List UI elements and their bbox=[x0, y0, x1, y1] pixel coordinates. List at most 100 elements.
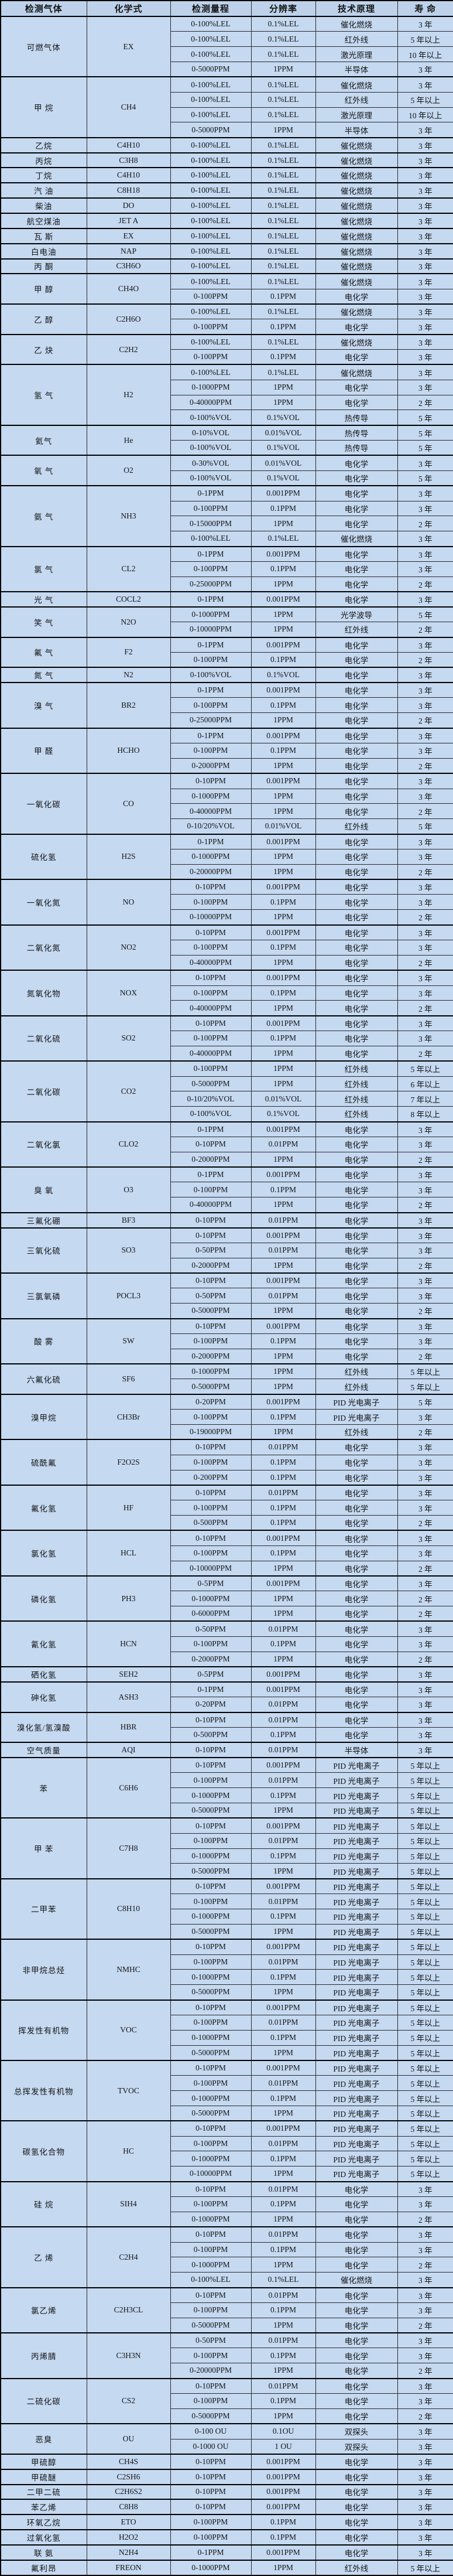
lifespan-cell: 3 年 bbox=[397, 349, 453, 365]
lifespan-cell: 3 年 bbox=[397, 379, 453, 395]
table-row: 二氧化硫 SO2 0-10PPM 0.001PPM 电化学 3 年 bbox=[0, 1015, 453, 1062]
table-row: 六氟化硫 SF6 0-1000PPM 1PPM 红外线 5 年以上 bbox=[0, 1363, 453, 1395]
lifespan-cell: 3 年 bbox=[397, 76, 453, 93]
gas-name-cell: 三氧化硫 bbox=[0, 1227, 87, 1274]
lifespan-cell: 3 年 bbox=[397, 2196, 453, 2212]
range-cell: 0-5000PPM bbox=[170, 1984, 252, 2001]
principle-cell: 电化学 bbox=[315, 1591, 398, 1607]
formula-cell: SEH2 bbox=[86, 1666, 171, 1683]
principle-cell: PID 光电离子 bbox=[315, 2045, 398, 2061]
gas-name-cell: 六氟化硫 bbox=[0, 1363, 87, 1395]
table-row: 0-100PPM 0.1PPM 电化学 3 年 bbox=[1, 2196, 453, 2212]
principle-cell: PID 光电离子 bbox=[315, 1878, 398, 1895]
gas-name-cell: 丙烯腈 bbox=[0, 2332, 87, 2379]
table-row: 苯 C6H6 0-10PPM 0.001PPM PID 光电离子 5 年以上 bbox=[0, 1757, 453, 1818]
range-cell: 0-20000PPM bbox=[170, 2363, 252, 2379]
range-cell: 0-100PPM bbox=[170, 2302, 252, 2318]
table-row: 丙烷 C3H8 0-100%LEL 0.1%LEL 催化燃烧 3 年 bbox=[0, 152, 453, 168]
range-cell: 0-10PPM bbox=[170, 924, 252, 940]
principle-cell: PID 光电离子 bbox=[315, 2105, 398, 2121]
table-row: 氨 气 NH3 0-1PPM 0.001PPM 电化学 3 年 bbox=[0, 485, 453, 547]
range-cell: 0-1PPM bbox=[170, 1166, 252, 1183]
range-cell: 0-100%LEL bbox=[170, 273, 252, 289]
resolution-cell: 0.01PPM bbox=[250, 1136, 316, 1152]
resolution-cell: 0.001PPM bbox=[250, 1272, 316, 1289]
table-row: 0-100PPM 0.1PPM 电化学 3 年 bbox=[1, 561, 453, 577]
lifespan-cell: 2 年 bbox=[397, 516, 453, 532]
lifespan-cell: 3 年 bbox=[397, 667, 453, 683]
table-row: 0-100PPM 0.1PPM 电化学 3 年 bbox=[1, 2393, 453, 2409]
range-cell: 0-1000PPM bbox=[170, 1908, 252, 1925]
table-row: 0-40000PPM 1PPM 电化学 2 年 bbox=[1, 954, 453, 971]
principle-cell: 电化学 bbox=[315, 727, 398, 743]
table-row: 0-10/20%VOL 0.01%VOL 红外线 7 年以上 bbox=[1, 1091, 453, 1107]
gas-name-cell: 三氯氧磷 bbox=[0, 1272, 87, 1319]
range-cell: 0-1000PPM bbox=[170, 1787, 252, 1804]
range-cell: 0-100PPM bbox=[170, 2196, 252, 2212]
gas-name-cell: 氟 气 bbox=[0, 636, 87, 668]
table-row: 0-100%VOL 0.1%VOL 红外线 8 年以上 bbox=[1, 1106, 453, 1122]
range-cell: 0-100%LEL bbox=[170, 46, 252, 63]
table-row: 苯乙烯 C8H8 0-10PPM 0.001PPM 电化学 3 年 bbox=[0, 2499, 453, 2515]
resolution-cell: 0.1PPM bbox=[250, 2393, 316, 2409]
table-row: 三氯氧磷 POCL3 0-10PPM 0.001PPM 电化学 3 年 bbox=[0, 1272, 453, 1319]
range-cell: 0-40000PPM bbox=[170, 803, 252, 820]
lifespan-cell: 5 年以上 bbox=[397, 2029, 453, 2046]
range-cell: 0-100%LEL bbox=[170, 167, 252, 183]
table-row: 总挥发性有机物 TVOC 0-10PPM 0.001PPM PID 光电离子 5 年以上 bbox=[0, 2059, 453, 2121]
gas-name-cell: 硫酰氟 bbox=[0, 1439, 87, 1486]
range-cell: 0-1PPM bbox=[170, 727, 252, 743]
resolution-cell: 0.01PPM bbox=[250, 1697, 316, 1712]
gas-name-cell: 二硫化碳 bbox=[0, 2377, 87, 2424]
resolution-cell: 0.1%LEL bbox=[250, 107, 316, 123]
formula-cell: CH4 bbox=[86, 76, 171, 138]
resolution-cell: 1PPM bbox=[250, 1651, 316, 1667]
lifespan-cell: 3 年 bbox=[397, 1469, 453, 1486]
principle-cell: PID 光电离子 bbox=[315, 1908, 398, 1925]
principle-cell: 电化学 bbox=[315, 2348, 398, 2364]
resolution-cell: 0.001PPM bbox=[250, 1318, 316, 1334]
principle-cell: 红外线 bbox=[315, 1076, 398, 1092]
range-cell: 0-5000PPM bbox=[170, 2045, 252, 2061]
lifespan-cell: 5 年以上 bbox=[397, 2014, 453, 2031]
range-cell: 0-100%LEL bbox=[170, 107, 252, 123]
principle-cell: PID 光电离子 bbox=[315, 2151, 398, 2167]
formula-cell: EX bbox=[86, 15, 171, 77]
table-row: 乙 烯 C2H4 0-10PPM 0.01PPM 电化学 3 年 bbox=[0, 2226, 453, 2288]
principle-cell: PID 光电离子 bbox=[315, 2135, 398, 2152]
principle-cell: 电化学 bbox=[315, 1575, 398, 1592]
formula-cell: NO2 bbox=[86, 924, 171, 971]
resolution-cell: 1PPM bbox=[250, 758, 316, 774]
principle-cell: 电化学 bbox=[315, 2181, 398, 2197]
table-row: 0-100%LEL 0.1%LEL 激光原理 10 年以上 bbox=[1, 107, 453, 123]
range-cell: 0-100PPM bbox=[170, 561, 252, 577]
principle-cell: 电化学 bbox=[315, 1515, 398, 1531]
lifespan-cell: 2 年 bbox=[397, 1257, 453, 1274]
resolution-cell: 0.1PPM bbox=[250, 2529, 316, 2546]
resolution-cell: 0.1PPM bbox=[250, 894, 316, 910]
resolution-cell: 1PPM bbox=[250, 1606, 316, 1622]
range-cell: 0-1000PPM bbox=[170, 2151, 252, 2167]
table-row: 0-200PPM 0.1PPM 电化学 3 年 bbox=[1, 1469, 453, 1486]
lifespan-cell: 3 年 bbox=[397, 227, 453, 244]
table-row: 0-100PPM 0.1PPM 电化学 3 年 bbox=[1, 2302, 453, 2318]
resolution-cell: 1PPM bbox=[250, 1348, 316, 1364]
table-row: 0-100PPM 0.1PPM 电化学 3 年 bbox=[1, 697, 453, 714]
table-row: 氯 气 CL2 0-1PPM 0.001PPM 电化学 3 年 bbox=[0, 545, 453, 592]
lifespan-cell: 2 年 bbox=[397, 1151, 453, 1168]
table-row: 0-100%VOL 0.1%VOL 热传导 5 年 bbox=[1, 440, 453, 456]
resolution-cell: 0.001PPM bbox=[250, 879, 316, 895]
lifespan-cell: 3 年 bbox=[397, 2514, 453, 2530]
resolution-cell: 0.1PPM bbox=[250, 1409, 316, 1425]
lifespan-cell: 5 年 bbox=[397, 410, 453, 426]
table-row: 二甲二硫 C2H6S2 0-10PPM 0.001PPM 电化学 3 年 bbox=[0, 2483, 453, 2500]
table-row: 0-10PPM 0.01PPM 电化学 3 年 bbox=[1, 1136, 453, 1152]
range-cell: 0-10PPM bbox=[170, 970, 252, 986]
resolution-cell: 0.1PPM bbox=[250, 561, 316, 577]
principle-cell: 电化学 bbox=[315, 2226, 398, 2243]
range-cell: 0-5000PPM bbox=[170, 62, 252, 77]
lifespan-cell: 3 年 bbox=[397, 319, 453, 335]
gas-name-cell: 二氧化碳 bbox=[0, 1060, 87, 1122]
range-cell: 0-10PPM bbox=[170, 2483, 252, 2500]
principle-cell: 电化学 bbox=[315, 894, 398, 910]
